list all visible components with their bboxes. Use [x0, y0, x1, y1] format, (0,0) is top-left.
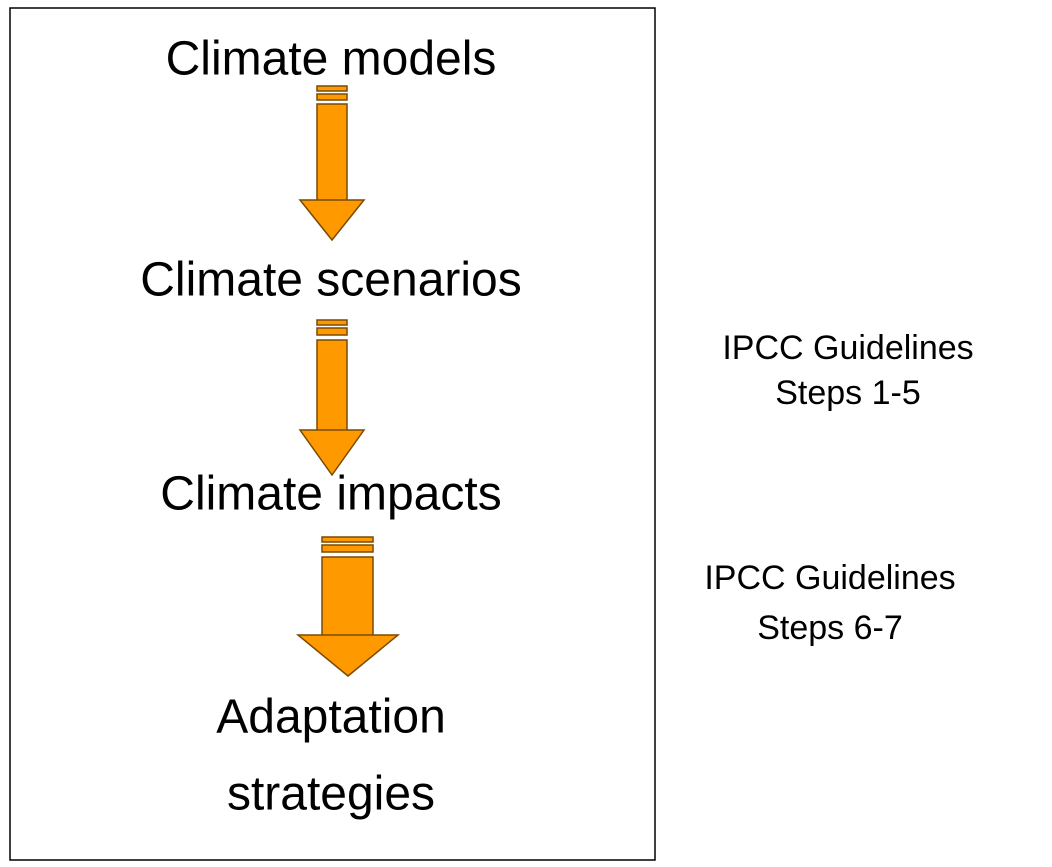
node-label: Climate models: [166, 33, 497, 86]
note-label: IPCC Guidelines: [704, 559, 955, 597]
frame: [9, 7, 656, 861]
node-label: Climate impacts: [160, 468, 501, 521]
note-label: IPCC Guidelines: [722, 329, 973, 367]
node-label: Climate scenarios: [140, 254, 521, 307]
arrow: [298, 85, 366, 242]
note-label: Steps 1-5: [775, 374, 921, 412]
arrow: [295, 536, 401, 677]
node-label: Adaptation: [216, 691, 446, 744]
arrow: [298, 319, 366, 477]
note-label: Steps 6-7: [757, 609, 903, 647]
node-label: strategies: [227, 768, 435, 821]
